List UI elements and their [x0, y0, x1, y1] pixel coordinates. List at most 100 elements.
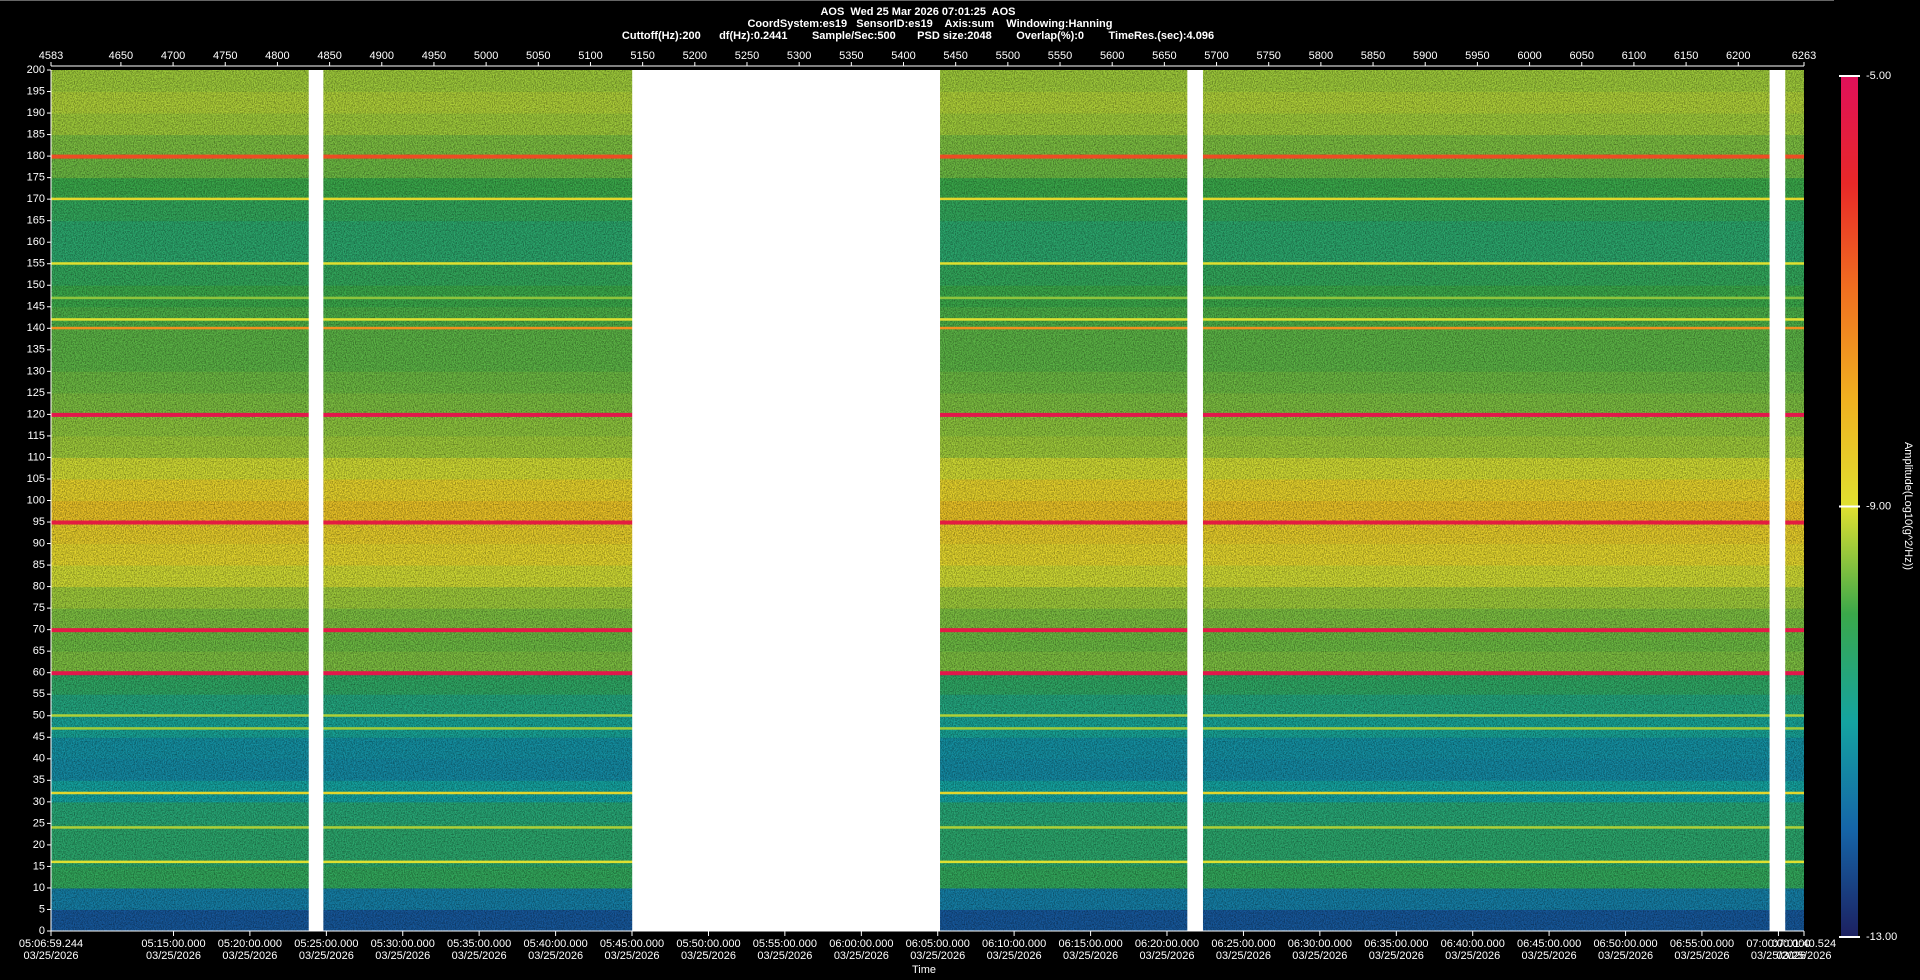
y-tick-label: 0 [39, 925, 45, 937]
y-tick-label: 5 [39, 903, 45, 915]
colorbar-tick-label: -13.00 [1866, 931, 1897, 943]
settings: Cuttoff(Hz):200 df(Hz):0.2441 Sample/Sec… [622, 30, 1214, 42]
x-axis-label: Time [912, 964, 936, 976]
time-tick-date: 03/25/2026 [834, 950, 889, 962]
x-tick-label: 5000 [474, 50, 498, 62]
data-gap [308, 70, 324, 931]
colorbar-label: Amplitude(Log10(g^2/Hz)) [1902, 442, 1914, 570]
time-tick-label: 05:55:00.000 [753, 938, 817, 950]
y-tick-label: 100 [27, 494, 45, 506]
x-tick-label: 5950 [1465, 50, 1489, 62]
time-tick-date: 03/25/2026 [1598, 950, 1653, 962]
colorbar-tick-label: -9.00 [1866, 500, 1891, 512]
time-tick-label: 06:15:00.000 [1058, 938, 1122, 950]
y-tick-label: 75 [33, 602, 45, 614]
y-tick-label: 60 [33, 667, 45, 679]
time-tick-label: 05:30:00.000 [371, 938, 435, 950]
y-tick-label: 115 [27, 430, 45, 442]
time-tick-label: 06:55:00.000 [1670, 938, 1734, 950]
time-tick-date: 03/25/2026 [1139, 950, 1194, 962]
x-tick-label: 5600 [1100, 50, 1124, 62]
time-tick-label: 06:10:00.000 [982, 938, 1046, 950]
time-tick-date: 03/25/2026 [1522, 950, 1577, 962]
y-tick-label: 55 [33, 688, 45, 700]
x-tick-label: 5650 [1152, 50, 1176, 62]
y-tick-label: 195 [27, 85, 45, 97]
y-tick-label: 190 [27, 107, 45, 119]
y-tick-label: 180 [27, 150, 45, 162]
time-tick-date: 03/25/2026 [604, 950, 659, 962]
y-tick-label: 65 [33, 645, 45, 657]
y-tick-label: 130 [27, 365, 45, 377]
y-tick-label: 50 [33, 710, 45, 722]
x-tick-label: 4650 [109, 50, 133, 62]
x-tick-label: 5100 [578, 50, 602, 62]
time-tick-date: 03/25/2026 [1216, 950, 1271, 962]
time-tick-date: 03/25/2026 [757, 950, 812, 962]
y-tick-label: 30 [33, 796, 45, 808]
x-tick-label: 4800 [265, 50, 289, 62]
time-tick-date: 03/25/2026 [452, 950, 507, 962]
y-tick-label: 145 [27, 301, 45, 313]
time-tick-date: 03/25/2026 [222, 950, 277, 962]
time-tick-date: 03/25/2026 [23, 950, 78, 962]
x-tick-label: 5800 [1309, 50, 1333, 62]
x-tick-label: 5250 [735, 50, 759, 62]
time-tick-label: 06:00:00.000 [829, 938, 893, 950]
y-tick-label: 15 [33, 860, 45, 872]
y-tick-label: 160 [27, 236, 45, 248]
time-tick-label: 06:05:00.000 [906, 938, 970, 950]
time-tick-date: 03/25/2026 [1776, 950, 1831, 962]
time-tick-label: 06:50:00.000 [1593, 938, 1657, 950]
x-tick-label: 5850 [1361, 50, 1385, 62]
y-tick-label: 20 [33, 839, 45, 851]
y-tick-label: 80 [33, 581, 45, 593]
y-tick-label: 35 [33, 774, 45, 786]
data-gap [1769, 70, 1786, 931]
y-tick-label: 70 [33, 624, 45, 636]
y-tick-label: 120 [27, 408, 45, 420]
time-tick-date: 03/25/2026 [1445, 950, 1500, 962]
x-tick-label: 4850 [317, 50, 341, 62]
x-tick-label: 5200 [683, 50, 707, 62]
x-tick-label: 5700 [1204, 50, 1228, 62]
time-tick-date: 03/25/2026 [1292, 950, 1347, 962]
y-tick-label: 165 [27, 215, 45, 227]
y-tick-label: 105 [27, 473, 45, 485]
x-tick-label: 4583 [39, 50, 63, 62]
time-tick-label: 06:20:00.000 [1135, 938, 1199, 950]
time-tick-date: 03/25/2026 [1063, 950, 1118, 962]
y-tick-label: 85 [33, 559, 45, 571]
time-tick-date: 03/25/2026 [528, 950, 583, 962]
x-tick-label: 4950 [422, 50, 446, 62]
y-tick-label: 45 [33, 731, 45, 743]
x-tick-label: 5050 [526, 50, 550, 62]
y-tick-label: 95 [33, 516, 45, 528]
x-tick-label: 5300 [787, 50, 811, 62]
time-tick-label: 06:25:00.000 [1211, 938, 1275, 950]
time-tick-label: 05:15:00.000 [141, 938, 205, 950]
y-tick-label: 170 [27, 193, 45, 205]
x-tick-label: 5550 [1048, 50, 1072, 62]
time-tick-label: 06:40:00.000 [1441, 938, 1505, 950]
time-tick-date: 03/25/2026 [910, 950, 965, 962]
y-tick-label: 25 [33, 817, 45, 829]
x-tick-label: 6263 [1792, 50, 1816, 62]
time-tick-label: 05:25:00.000 [294, 938, 358, 950]
x-tick-label: 6050 [1570, 50, 1594, 62]
y-tick-label: 110 [27, 451, 45, 463]
y-tick-label: 175 [27, 172, 45, 184]
colorbar-tick-label: -5.00 [1866, 70, 1891, 82]
time-tick-date: 03/25/2026 [375, 950, 430, 962]
time-tick-label: 06:45:00.000 [1517, 938, 1581, 950]
y-tick-label: 40 [33, 753, 45, 765]
x-tick-label: 4900 [370, 50, 394, 62]
time-tick-label: 05:20:00.000 [218, 938, 282, 950]
time-tick-date: 03/25/2026 [299, 950, 354, 962]
x-tick-label: 5900 [1413, 50, 1437, 62]
time-tick-label: 05:35:00.000 [447, 938, 511, 950]
x-tick-label: 5150 [630, 50, 654, 62]
x-tick-label: 6100 [1622, 50, 1646, 62]
